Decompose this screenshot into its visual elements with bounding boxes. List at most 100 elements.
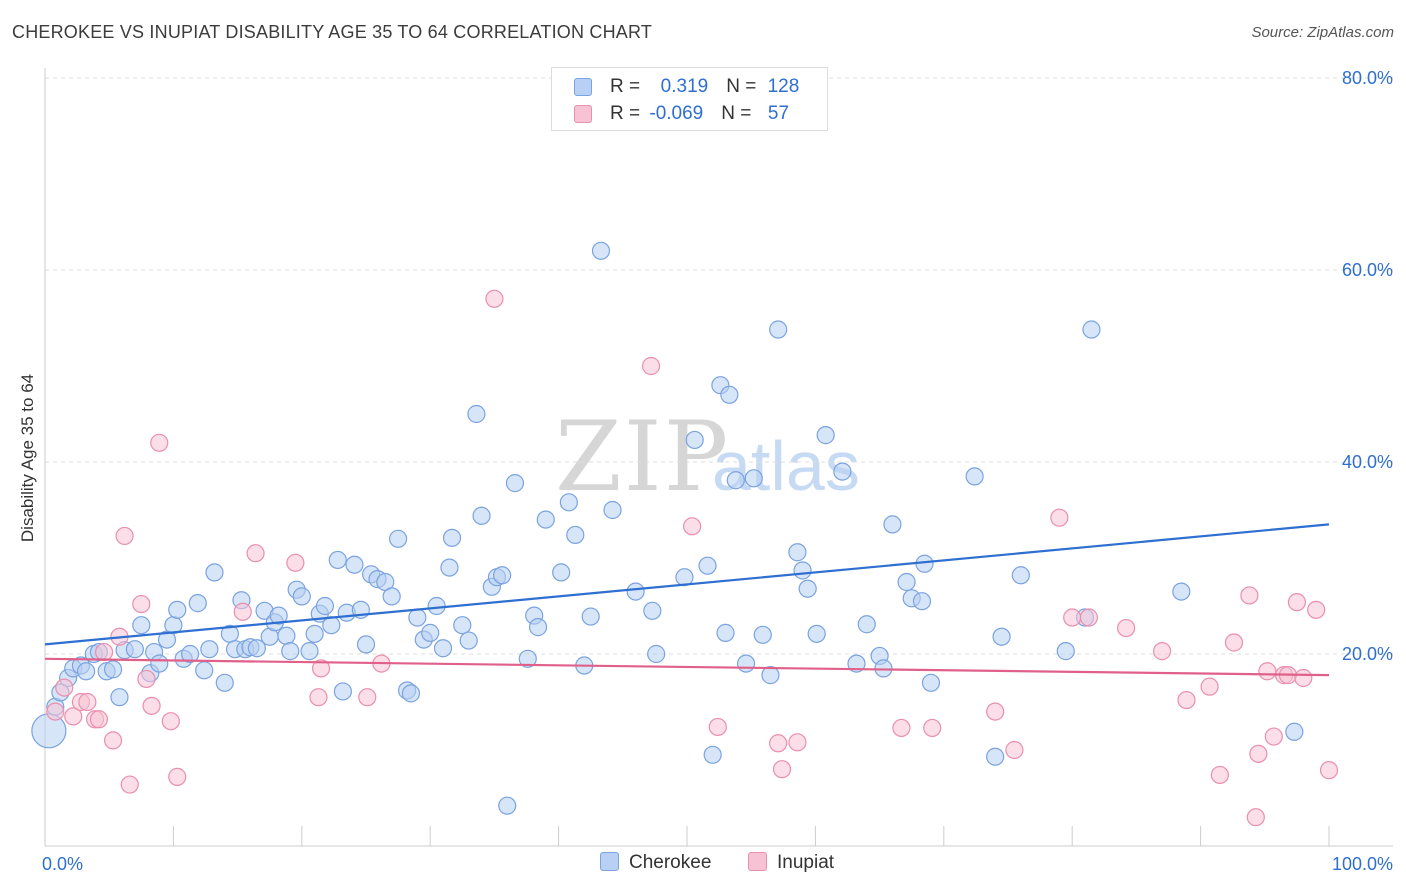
- cherokee-point: [986, 747, 1005, 766]
- x-tick-label: 100.0%: [1332, 854, 1393, 874]
- source-credit: Source: ZipAtlas.com: [1251, 24, 1394, 41]
- cherokee-point: [744, 469, 763, 488]
- cherokee-point: [277, 626, 296, 645]
- cherokee-point: [472, 506, 491, 525]
- inupiat-point: [1249, 744, 1268, 763]
- cherokee-point: [720, 385, 739, 404]
- inupiat-point: [89, 710, 109, 729]
- legend-r-label: R =: [610, 103, 646, 124]
- inupiat-point: [1079, 608, 1098, 627]
- inupiat-point: [55, 678, 74, 697]
- inupiat-point: [46, 702, 65, 721]
- cherokee-point: [992, 627, 1011, 646]
- inupiat-point: [1319, 761, 1339, 780]
- cherokee-point: [1285, 722, 1304, 741]
- x-tick-label: 0.0%: [42, 854, 83, 874]
- cherokee-point: [736, 654, 756, 673]
- cherokee-point: [883, 515, 902, 534]
- cherokee-point: [685, 430, 704, 450]
- inupiat-point: [64, 707, 83, 726]
- cherokee-point: [493, 566, 512, 585]
- inupiat-point: [161, 712, 180, 731]
- inupiat-point: [892, 718, 911, 738]
- cherokee-point: [205, 563, 224, 582]
- y-tick-label: 40.0%: [1342, 452, 1393, 472]
- tick-labels: 20.0% 40.0% 60.0% 80.0% 0.0% 100.0%: [42, 68, 1393, 874]
- inupiat-point: [1307, 600, 1326, 619]
- cherokee-point: [269, 606, 288, 625]
- inupiat-point: [78, 692, 97, 712]
- cherokee-point: [536, 510, 555, 529]
- inupiat-point: [769, 734, 788, 753]
- inupiat-point: [1050, 508, 1069, 527]
- cherokee-point: [788, 543, 807, 562]
- cherokee-point: [467, 404, 486, 424]
- cherokee-point: [31, 713, 67, 749]
- inupiat-point: [1152, 642, 1172, 661]
- inupiat-point: [120, 775, 139, 794]
- cherokee-point: [442, 528, 462, 547]
- cherokee-point: [726, 471, 745, 490]
- cherokee-trend-line: [44, 523, 1330, 646]
- inupiat-point: [485, 289, 504, 308]
- cherokee-point: [401, 684, 421, 703]
- legend-n-value: 57: [762, 103, 790, 124]
- cherokee-point: [1082, 320, 1101, 339]
- cherokee-point: [581, 607, 600, 626]
- legend-swatch-inupiat: [574, 105, 592, 123]
- cherokee-point: [716, 623, 735, 642]
- watermark-zip: ZIP: [555, 401, 730, 513]
- cherokee-point: [132, 616, 151, 635]
- cherokee-point: [328, 550, 347, 570]
- inupiat-point: [94, 642, 114, 662]
- cherokee-point: [833, 462, 852, 481]
- gridlines: [45, 77, 1393, 655]
- cherokee-point: [421, 623, 440, 642]
- cherokee-point: [281, 642, 300, 661]
- inupiat-point: [1063, 608, 1082, 627]
- inupiat-point: [286, 553, 305, 572]
- legend-n-label: N =: [721, 103, 757, 124]
- cherokee-point: [603, 500, 622, 520]
- cherokee-point: [591, 241, 611, 260]
- cherokee-point: [168, 600, 187, 619]
- inupiat-point: [1210, 765, 1229, 785]
- cherokee-point: [315, 596, 335, 616]
- cherokee-point: [1172, 582, 1191, 601]
- cherokee-point: [150, 654, 169, 673]
- cherokee-point: [427, 596, 446, 616]
- legend-n-label: N =: [726, 76, 762, 97]
- inupiat-points: [46, 289, 1339, 827]
- cherokee-point: [103, 660, 123, 679]
- inupiat-point: [142, 696, 161, 715]
- cherokee-point: [857, 615, 876, 634]
- inupiat-point: [1264, 727, 1283, 746]
- inupiat-point: [1117, 618, 1136, 638]
- inupiat-point: [1224, 633, 1244, 652]
- cherokee-point: [912, 592, 932, 611]
- inupiat-point: [137, 669, 156, 689]
- legend-r-value: 0.319: [655, 76, 709, 97]
- bottom-legend-label: Inupiat: [777, 852, 835, 873]
- cherokee-point: [110, 688, 129, 707]
- legend-n-value: 128: [767, 76, 800, 97]
- inupiat-point: [788, 733, 807, 752]
- cherokee-point: [753, 625, 772, 644]
- cherokee-point: [453, 616, 472, 635]
- inupiat-point: [1287, 593, 1307, 612]
- cherokee-point: [847, 654, 866, 673]
- inupiat-point: [708, 717, 727, 737]
- cherokee-point: [643, 601, 662, 620]
- inupiat-point: [115, 526, 134, 546]
- cherokee-point: [433, 639, 453, 658]
- cherokee-point: [626, 582, 645, 601]
- cherokee-point: [965, 467, 984, 486]
- cherokee-point: [505, 474, 525, 493]
- inupiat-point: [641, 356, 661, 376]
- cherokee-point: [300, 642, 319, 661]
- cherokee-point: [698, 556, 717, 575]
- inupiat-point: [132, 594, 151, 614]
- inupiat-point: [168, 767, 187, 786]
- cherokee-point: [356, 635, 376, 654]
